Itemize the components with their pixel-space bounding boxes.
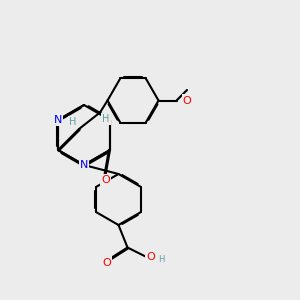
Text: N: N bbox=[54, 115, 62, 125]
Text: O: O bbox=[101, 175, 110, 185]
Text: N: N bbox=[80, 160, 88, 170]
Text: H: H bbox=[102, 114, 110, 124]
Text: H: H bbox=[158, 255, 164, 264]
Text: O: O bbox=[102, 257, 111, 268]
Text: O: O bbox=[146, 251, 155, 262]
Text: O: O bbox=[183, 95, 191, 106]
Text: H: H bbox=[69, 117, 77, 128]
